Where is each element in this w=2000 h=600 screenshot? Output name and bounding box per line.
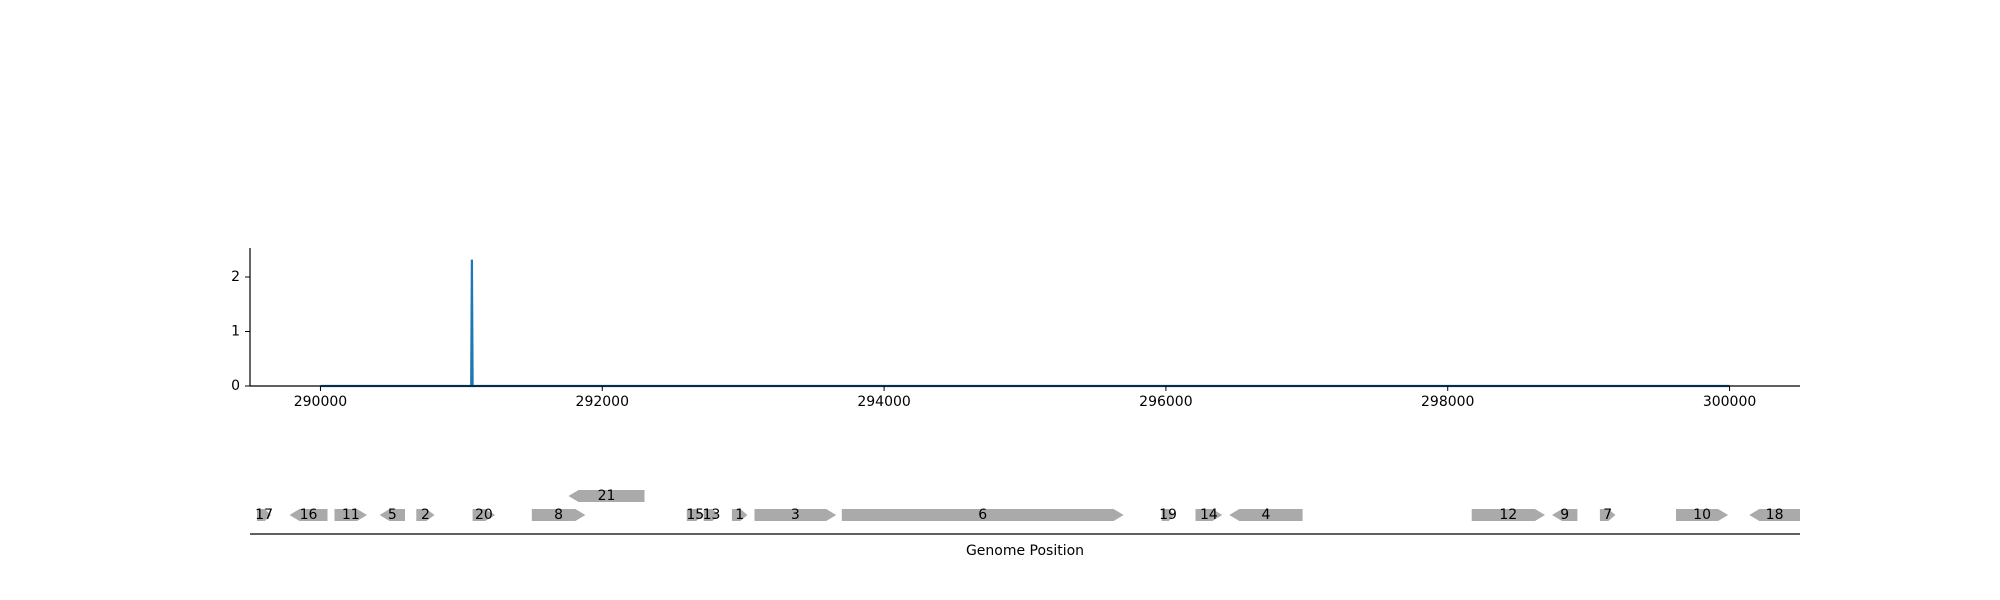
- y-ticks: 0 1 2: [231, 269, 250, 394]
- gene-arrow: [703, 509, 720, 521]
- gene-16: 16: [289, 507, 328, 523]
- y-tick-label: 2: [231, 269, 240, 285]
- gene-label: 15: [686, 507, 704, 523]
- gene-label: 18: [1766, 507, 1784, 523]
- gene-9: 9: [1552, 507, 1578, 523]
- gene-label: 14: [1200, 507, 1218, 523]
- gene-label: 20: [475, 507, 493, 523]
- gene-6: 6: [841, 507, 1124, 523]
- gene-10: 10: [1676, 507, 1729, 523]
- gene-track-xlabel: Genome Position: [966, 543, 1084, 559]
- gene-label: 17: [255, 507, 273, 523]
- gene-arrow: [472, 509, 496, 521]
- gene-3: 3: [754, 507, 837, 523]
- gene-arrow: [1749, 509, 1800, 521]
- gene-label: 21: [598, 488, 616, 504]
- gene-7: 7: [1599, 507, 1616, 523]
- x-tick-label: 298000: [1421, 394, 1474, 410]
- gene-arrow: [257, 509, 272, 521]
- gene-arrow: [1161, 509, 1175, 521]
- gene-label: 19: [1159, 507, 1177, 523]
- gene-arrow: [1229, 509, 1303, 521]
- gene-label: 10: [1693, 507, 1711, 523]
- gene-13: 13: [703, 507, 721, 523]
- gene-label: 12: [1499, 507, 1517, 523]
- gene-17: 17: [255, 507, 273, 523]
- x-tick-label: 296000: [1139, 394, 1192, 410]
- gene-label: 1: [735, 507, 744, 523]
- gene-4: 4: [1229, 507, 1303, 523]
- gene-arrow: [1195, 509, 1223, 521]
- gene-12: 12: [1471, 507, 1545, 523]
- gene-8: 8: [531, 507, 586, 523]
- gene-arrow: [379, 509, 405, 521]
- gene-label: 4: [1262, 507, 1271, 523]
- gene-arrow: [334, 509, 367, 521]
- coverage-line-layer: [320, 259, 1730, 388]
- gene-label: 7: [1603, 507, 1612, 523]
- gene-arrow: [1552, 509, 1578, 521]
- gene-11: 11: [334, 507, 367, 523]
- gene-label: 13: [703, 507, 721, 523]
- gene-2: 2: [416, 507, 435, 523]
- gene-arrow: [289, 509, 328, 521]
- gene-19: 19: [1159, 507, 1177, 523]
- gene-arrow: [1599, 509, 1616, 521]
- coverage-series-line-0: [320, 259, 1730, 388]
- gene-label: 5: [388, 507, 397, 523]
- gene-arrow: [568, 490, 645, 502]
- gene-label: 6: [978, 507, 987, 523]
- y-tick-label: 0: [231, 378, 240, 394]
- gene-arrow: [1471, 509, 1545, 521]
- gene-arrow: [841, 509, 1124, 521]
- gene-label: 2: [421, 507, 430, 523]
- gene-arrow: [754, 509, 837, 521]
- x-tick-label: 294000: [857, 394, 910, 410]
- gene-arrow: [1676, 509, 1729, 521]
- gene-arrow: [531, 509, 586, 521]
- gene-arrow: [731, 509, 748, 521]
- gene-label: 3: [791, 507, 800, 523]
- gene-15: 15: [686, 507, 704, 523]
- x-tick-label: 300000: [1703, 394, 1756, 410]
- gene-label: 8: [554, 507, 563, 523]
- gene-18: 18: [1749, 507, 1800, 523]
- x-tick-label: 292000: [576, 394, 629, 410]
- gene-label: 16: [300, 507, 318, 523]
- y-tick-label: 1: [231, 324, 240, 340]
- gene-label: 9: [1560, 507, 1569, 523]
- x-tick-label: 290000: [294, 394, 347, 410]
- gene-label: 11: [342, 507, 360, 523]
- gene-14: 14: [1195, 507, 1223, 523]
- gene-1: 1: [731, 507, 748, 523]
- coverage-plot: 0 1 2 290000 292000 294000 296000 298000 300000: [231, 248, 1800, 410]
- gene-5: 5: [379, 507, 405, 523]
- gene-20: 20: [472, 507, 496, 523]
- gene-arrow: [686, 509, 704, 521]
- x-ticks: 290000 292000 294000 296000 298000 300000: [294, 386, 1756, 410]
- gene-21: 21: [568, 488, 645, 504]
- gene-arrow: [416, 509, 435, 521]
